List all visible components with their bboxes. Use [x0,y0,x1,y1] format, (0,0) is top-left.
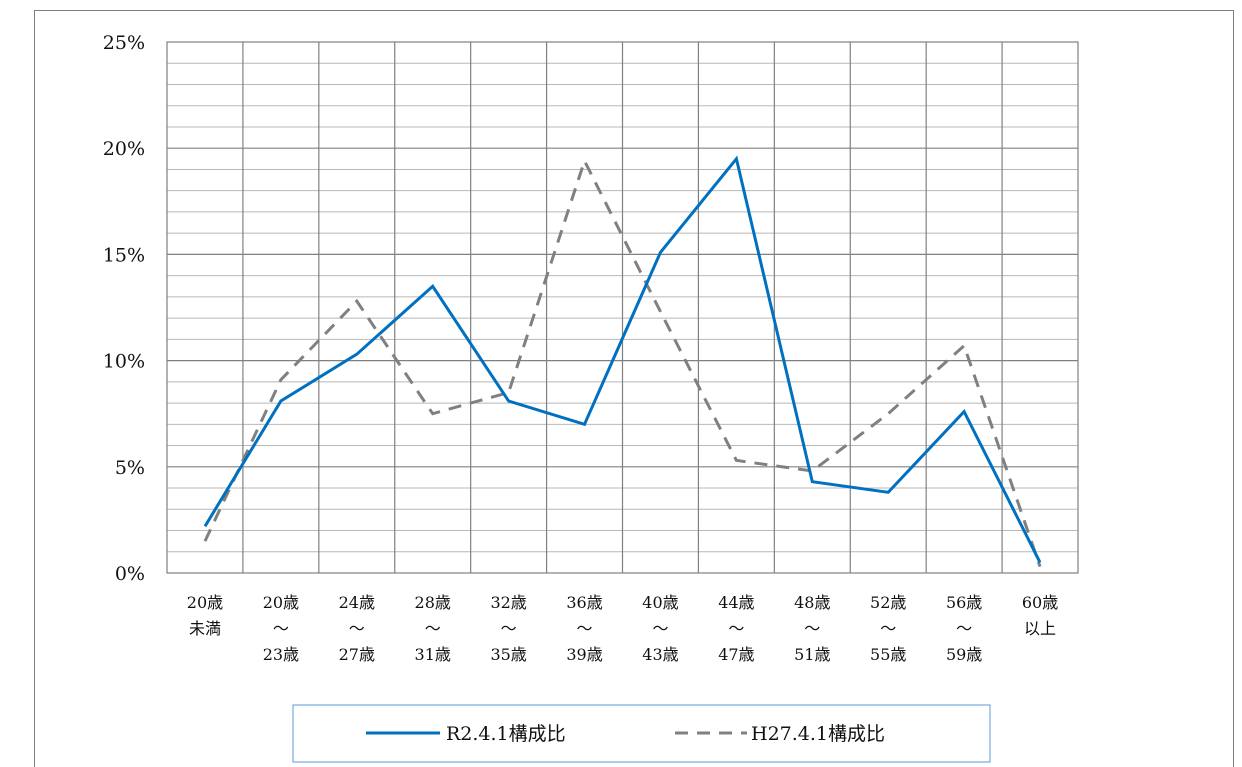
x-tick-label: 60歳以上 [1022,593,1058,638]
series-line-0 [203,155,1042,564]
x-tick-label-line: ～ [956,619,972,638]
series-line-1 [203,156,1042,568]
x-tick-label-line: ～ [728,619,744,638]
x-tick-label-line: 59歳 [946,645,982,664]
x-tick-label-line: 31歳 [415,645,451,664]
y-axis-tick-labels: 0% 5% 10% 15% 20% 25% [103,32,145,585]
x-tick-label: 20歳 ～ 23歳 [263,593,299,664]
legend: R2.4.1構成比 H27.4.1構成比 [292,704,991,763]
x-tick-label-line: 36歳 [566,593,602,612]
x-tick-label-line: 39歳 [566,645,602,664]
x-tick-label-line: ～ [273,619,289,638]
legend-label-h27: H27.4.1構成比 [751,723,885,745]
x-tick-label-line: 52歳 [870,593,906,612]
x-tick-label-line: ～ [501,619,517,638]
x-tick-label-line: 43歳 [642,645,678,664]
y-tick-label: 5% [115,457,145,479]
series-lines [203,155,1042,568]
x-tick-label-line: ～ [880,619,896,638]
x-tick-label-line: 47歳 [718,645,754,664]
x-tick-label: 52歳 ～ 55歳 [870,593,906,664]
x-tick-label-line: 40歳 [642,593,678,612]
x-tick-label-line: 20歳 [187,593,223,612]
x-tick-label-line: 35歳 [490,645,526,664]
x-tick-label-line: ～ [349,619,365,638]
x-tick-label-line: ～ [652,619,668,638]
x-tick-label-line: 51歳 [794,645,830,664]
x-tick-label-line: 27歳 [339,645,375,664]
y-tick-label: 10% [103,351,145,373]
x-tick-label-line: 55歳 [870,645,906,664]
x-tick-label: 28歳 ～ 31歳 [415,593,451,664]
x-tick-label-line: ～ [425,619,441,638]
x-tick-label: 32歳 ～ 35歳 [490,593,526,664]
x-tick-label: 56歳 ～ 59歳 [946,593,982,664]
x-tick-label: 24歳 ～ 27歳 [339,593,375,664]
x-tick-label: 36歳 ～ 39歳 [566,593,602,664]
x-tick-label-line: ～ [577,619,593,638]
x-tick-label-line: 未満 [189,619,221,638]
x-tick-label-line: 44歳 [718,593,754,612]
y-tick-label: 25% [103,32,145,54]
x-tick-label-line: 20歳 [263,593,299,612]
x-tick-label: 20歳未満 [187,593,223,638]
plot-area-border [166,41,1079,574]
x-tick-label-line: 以上 [1024,619,1056,638]
y-tick-label: 20% [103,138,145,160]
x-tick-label: 40歳 ～ 43歳 [642,593,678,664]
x-tick-label: 48歳 ～ 51歳 [794,593,830,664]
chart-frame [34,10,1234,767]
x-tick-label-line: ～ [804,619,820,638]
y-tick-label: 0% [115,563,145,585]
x-tick-label-line: 23歳 [263,645,299,664]
legend-label-r2: R2.4.1構成比 [446,723,566,745]
x-tick-label-line: 48歳 [794,593,830,612]
x-tick-label-line: 28歳 [415,593,451,612]
x-tick-label-line: 56歳 [946,593,982,612]
x-tick-label-line: 60歳 [1022,593,1058,612]
x-tick-label-line: 32歳 [490,593,526,612]
y-tick-label: 15% [103,244,145,266]
x-tick-label-line: 24歳 [339,593,375,612]
x-tick-label: 44歳 ～ 47歳 [718,593,754,664]
major-gridlines [167,42,1078,573]
